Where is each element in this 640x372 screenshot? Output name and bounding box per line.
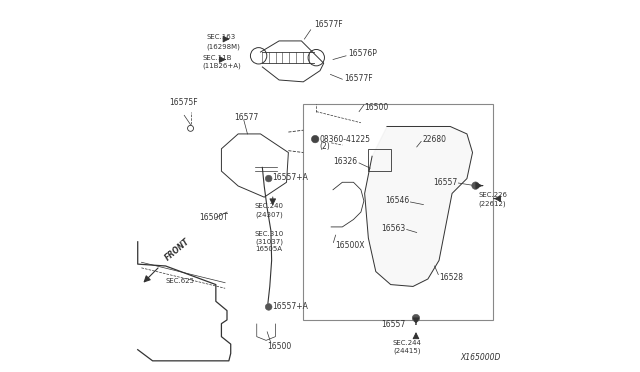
Circle shape (472, 182, 479, 189)
Circle shape (412, 314, 420, 322)
Text: SEC.625: SEC.625 (166, 278, 195, 284)
Polygon shape (365, 126, 472, 286)
Circle shape (312, 135, 319, 143)
Text: (2): (2) (319, 142, 330, 151)
Text: 16505A: 16505A (255, 246, 282, 252)
Text: 16557+A: 16557+A (273, 173, 308, 182)
Text: SEC.226: SEC.226 (478, 192, 507, 198)
Text: 16563: 16563 (381, 224, 406, 233)
Text: 16326: 16326 (333, 157, 357, 166)
Text: (31037): (31037) (255, 238, 283, 245)
Text: 22680: 22680 (422, 135, 446, 144)
Bar (369, 149, 390, 171)
Text: 16577F: 16577F (314, 20, 343, 29)
Text: 16500: 16500 (365, 103, 389, 112)
Bar (303, 104, 493, 320)
Text: (16298M): (16298M) (207, 43, 241, 50)
Text: 16500: 16500 (267, 342, 291, 351)
Text: 16528: 16528 (439, 273, 463, 282)
Text: 16500X: 16500X (335, 241, 364, 250)
Text: (11B26+A): (11B26+A) (203, 63, 241, 70)
Circle shape (266, 304, 272, 310)
Text: SEC.240: SEC.240 (255, 203, 284, 209)
Text: 16577F: 16577F (344, 74, 373, 83)
Text: 16557: 16557 (433, 178, 458, 187)
Text: SEC.11B: SEC.11B (203, 55, 232, 61)
Circle shape (266, 175, 272, 182)
Text: 16557+A: 16557+A (273, 302, 308, 311)
Text: SEC.163: SEC.163 (207, 34, 236, 40)
Text: 16557: 16557 (381, 320, 406, 329)
Text: SEC.310: SEC.310 (255, 231, 284, 237)
Text: 16577: 16577 (234, 113, 259, 122)
Text: (24307): (24307) (255, 211, 283, 218)
Text: (22612): (22612) (478, 200, 506, 207)
Text: 16576P: 16576P (348, 49, 377, 58)
Text: FRONT: FRONT (164, 237, 192, 262)
Text: (24415): (24415) (394, 347, 421, 354)
Text: SEC.244: SEC.244 (393, 340, 422, 346)
Text: 16546: 16546 (385, 196, 410, 205)
Text: X165000D: X165000D (460, 353, 500, 362)
Text: 08360-41225: 08360-41225 (319, 135, 371, 144)
Text: 16575F: 16575F (170, 98, 198, 107)
Text: 16500T: 16500T (199, 213, 228, 222)
